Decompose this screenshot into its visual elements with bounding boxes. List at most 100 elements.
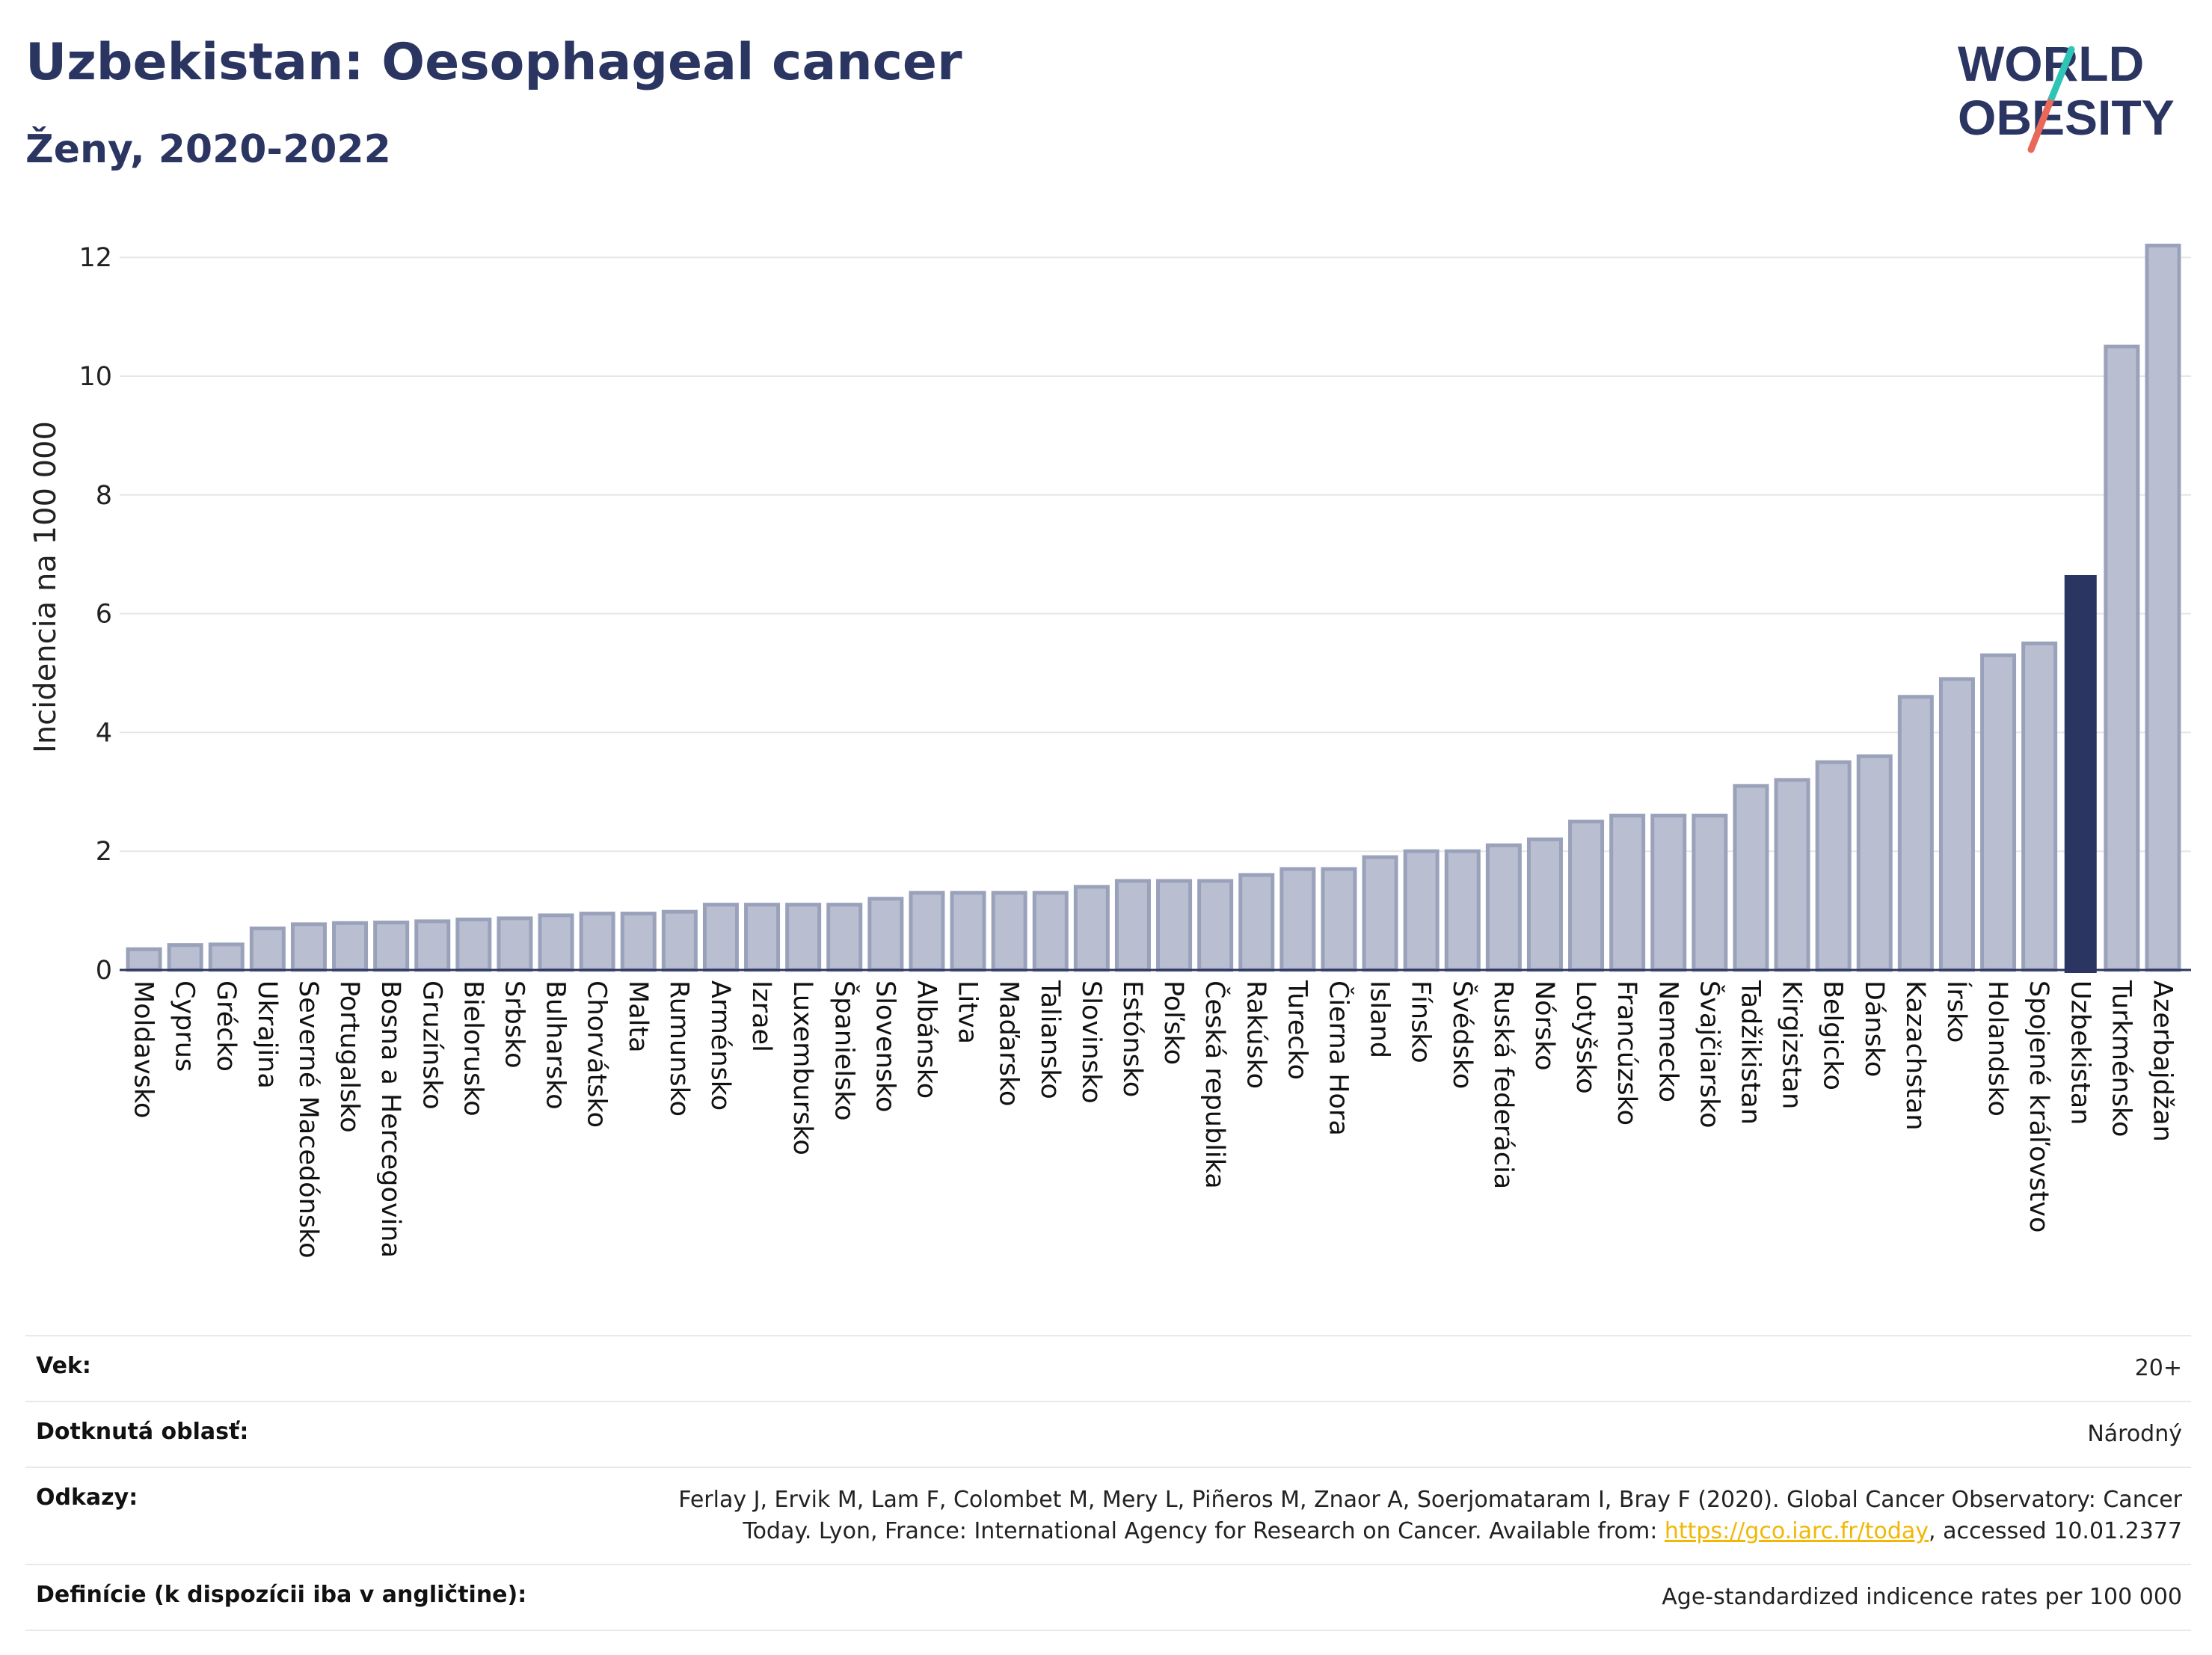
x-tick-label: Spojené kráľovstvo [2024, 980, 2053, 1232]
bar [1197, 879, 1234, 972]
bar [2104, 344, 2140, 972]
x-tick-label: Francúzsko [1612, 980, 1641, 1126]
bar [373, 920, 410, 972]
x-tick-label: Švajčiarsko [1694, 980, 1725, 1129]
x-tick-label: Grécko [211, 980, 241, 1072]
bar [208, 942, 245, 972]
x-tick-label: Holandsko [1982, 980, 2012, 1117]
bar [2145, 243, 2181, 972]
x-tick-label: Taliansko [1035, 980, 1065, 1099]
bar [2021, 641, 2058, 972]
bar [1733, 784, 1769, 972]
chart-subtitle: Ženy, 2020-2022 [25, 127, 391, 172]
info-label: Odkazy: [36, 1484, 138, 1511]
reference-link[interactable]: https://gco.iarc.fr/today [1664, 1518, 1929, 1544]
bar [1609, 814, 1646, 972]
x-tick-label: Rumunsko [664, 980, 694, 1117]
bar [1032, 891, 1069, 972]
x-tick-label: Írsko [1941, 980, 1973, 1043]
y-tick-label: 8 [96, 481, 112, 511]
x-tick-label: Nemecko [1653, 980, 1683, 1102]
x-tick-label: Uzbekistan [2065, 980, 2095, 1125]
x-tick-label: Ruská federácia [1488, 980, 1518, 1189]
x-tick-label: Nórsko [1529, 980, 1559, 1071]
bar [1568, 820, 1605, 972]
x-tick-label: Izrael [746, 980, 776, 1052]
x-tick-label: Belgicko [1818, 980, 1848, 1090]
y-tick-label: 0 [96, 956, 112, 986]
bar [702, 903, 739, 972]
bar [744, 903, 781, 972]
bar [167, 943, 203, 972]
x-tick-label: Česká republika [1199, 980, 1231, 1189]
bar [1403, 849, 1440, 972]
x-tick-label: Moldavsko [129, 980, 159, 1118]
info-value: Ferlay J, Ervik M, Lam F, Colombet M, Me… [612, 1484, 2182, 1547]
x-tick-label: Severné Macedónsko [293, 980, 323, 1259]
bar [785, 903, 822, 972]
x-tick-label: Švédsko [1447, 980, 1478, 1089]
bar-chart: 0 2 4 6 8 10 12 Incidencia na 100 000 Moldavsk… [28, 243, 2191, 1259]
x-tick-label: Kirgizstan [1777, 980, 1807, 1109]
logo-line2: OBESITY [1958, 90, 2175, 145]
info-value: Národný [2087, 1421, 2182, 1447]
y-tick-label: 4 [96, 718, 112, 748]
x-tick-label: Bosna a Hercegovina [375, 980, 405, 1258]
y-tick-label: 12 [79, 243, 112, 273]
x-tick-label: Dánsko [1859, 980, 1889, 1077]
x-tick-label: Bielorusko [458, 980, 488, 1117]
reference-accessed: , accessed 10.01.2377 [1929, 1518, 2182, 1544]
bar [1156, 879, 1193, 972]
bar-highlight [2064, 574, 2097, 973]
info-value: Age-standardized indicence rates per 100… [1662, 1584, 2182, 1610]
x-tick-label: Gruzínsko [417, 980, 446, 1110]
bar [991, 891, 1027, 972]
info-label: Dotknutá oblasť: [36, 1419, 249, 1445]
bar [620, 912, 657, 972]
x-tick-label: Arménsko [705, 980, 735, 1111]
bar [414, 919, 451, 972]
x-tick-label: Malta [623, 980, 653, 1053]
x-tick-label: Portugalsko [334, 980, 364, 1133]
bar [538, 913, 574, 972]
x-tick-label: Estónsko [1117, 980, 1147, 1097]
info-row-references: Odkazy: Ferlay J, Ervik M, Lam F, Colomb… [25, 1467, 2191, 1564]
x-tick-label: Azerbajdžan [2147, 980, 2177, 1142]
info-row-definitions: Definície (k dispozícii iba v angličtine… [25, 1564, 2191, 1631]
y-axis-ticks: 0 2 4 6 8 10 12 [79, 243, 112, 986]
bar [661, 909, 698, 972]
logo-line1: WORLD [1958, 36, 2144, 91]
info-label: Vek: [36, 1353, 91, 1379]
bar [950, 891, 986, 972]
bar [1114, 879, 1151, 972]
bar [1073, 885, 1110, 972]
bar [909, 891, 945, 972]
bar [579, 912, 615, 972]
x-tick-label: Ukrajina [252, 980, 282, 1089]
bar [1526, 837, 1563, 972]
x-tick-label: Luxembursko [787, 980, 817, 1155]
bar [1485, 843, 1522, 972]
bar [1774, 778, 1810, 972]
x-tick-label: Tadžikistan [1735, 980, 1765, 1125]
bar [1897, 695, 1934, 972]
x-tick-label: Slovensko [870, 980, 900, 1112]
bar [332, 921, 369, 972]
x-tick-label: Kazachstan [1900, 980, 1930, 1131]
chart-title: Uzbekistan: Oesophageal cancer [25, 33, 962, 92]
world-obesity-logo: WORLD OBESITY [1958, 36, 2175, 153]
x-tick-label: Španielsko [829, 980, 860, 1121]
x-axis-ticks: Moldavsko Cyprus Grécko Ukrajina Severné Mac… [129, 980, 2178, 1259]
x-tick-label: Turecko [1282, 980, 1312, 1080]
y-tick-label: 2 [96, 837, 112, 867]
x-tick-label: Poľsko [1158, 980, 1188, 1065]
bar [126, 947, 162, 972]
info-row-age: Vek: 20+ [25, 1335, 2191, 1401]
bar [1856, 754, 1893, 972]
info-table: Vek: 20+ Dotknutá oblasť: Národný Odkazy… [25, 1335, 2191, 1631]
x-tick-label: Maďarsko [994, 980, 1024, 1106]
info-row-area: Dotknutá oblasť: Národný [25, 1401, 2191, 1467]
bar [826, 903, 863, 972]
bar [1938, 677, 1975, 972]
x-tick-label: Albánsko [911, 980, 941, 1099]
